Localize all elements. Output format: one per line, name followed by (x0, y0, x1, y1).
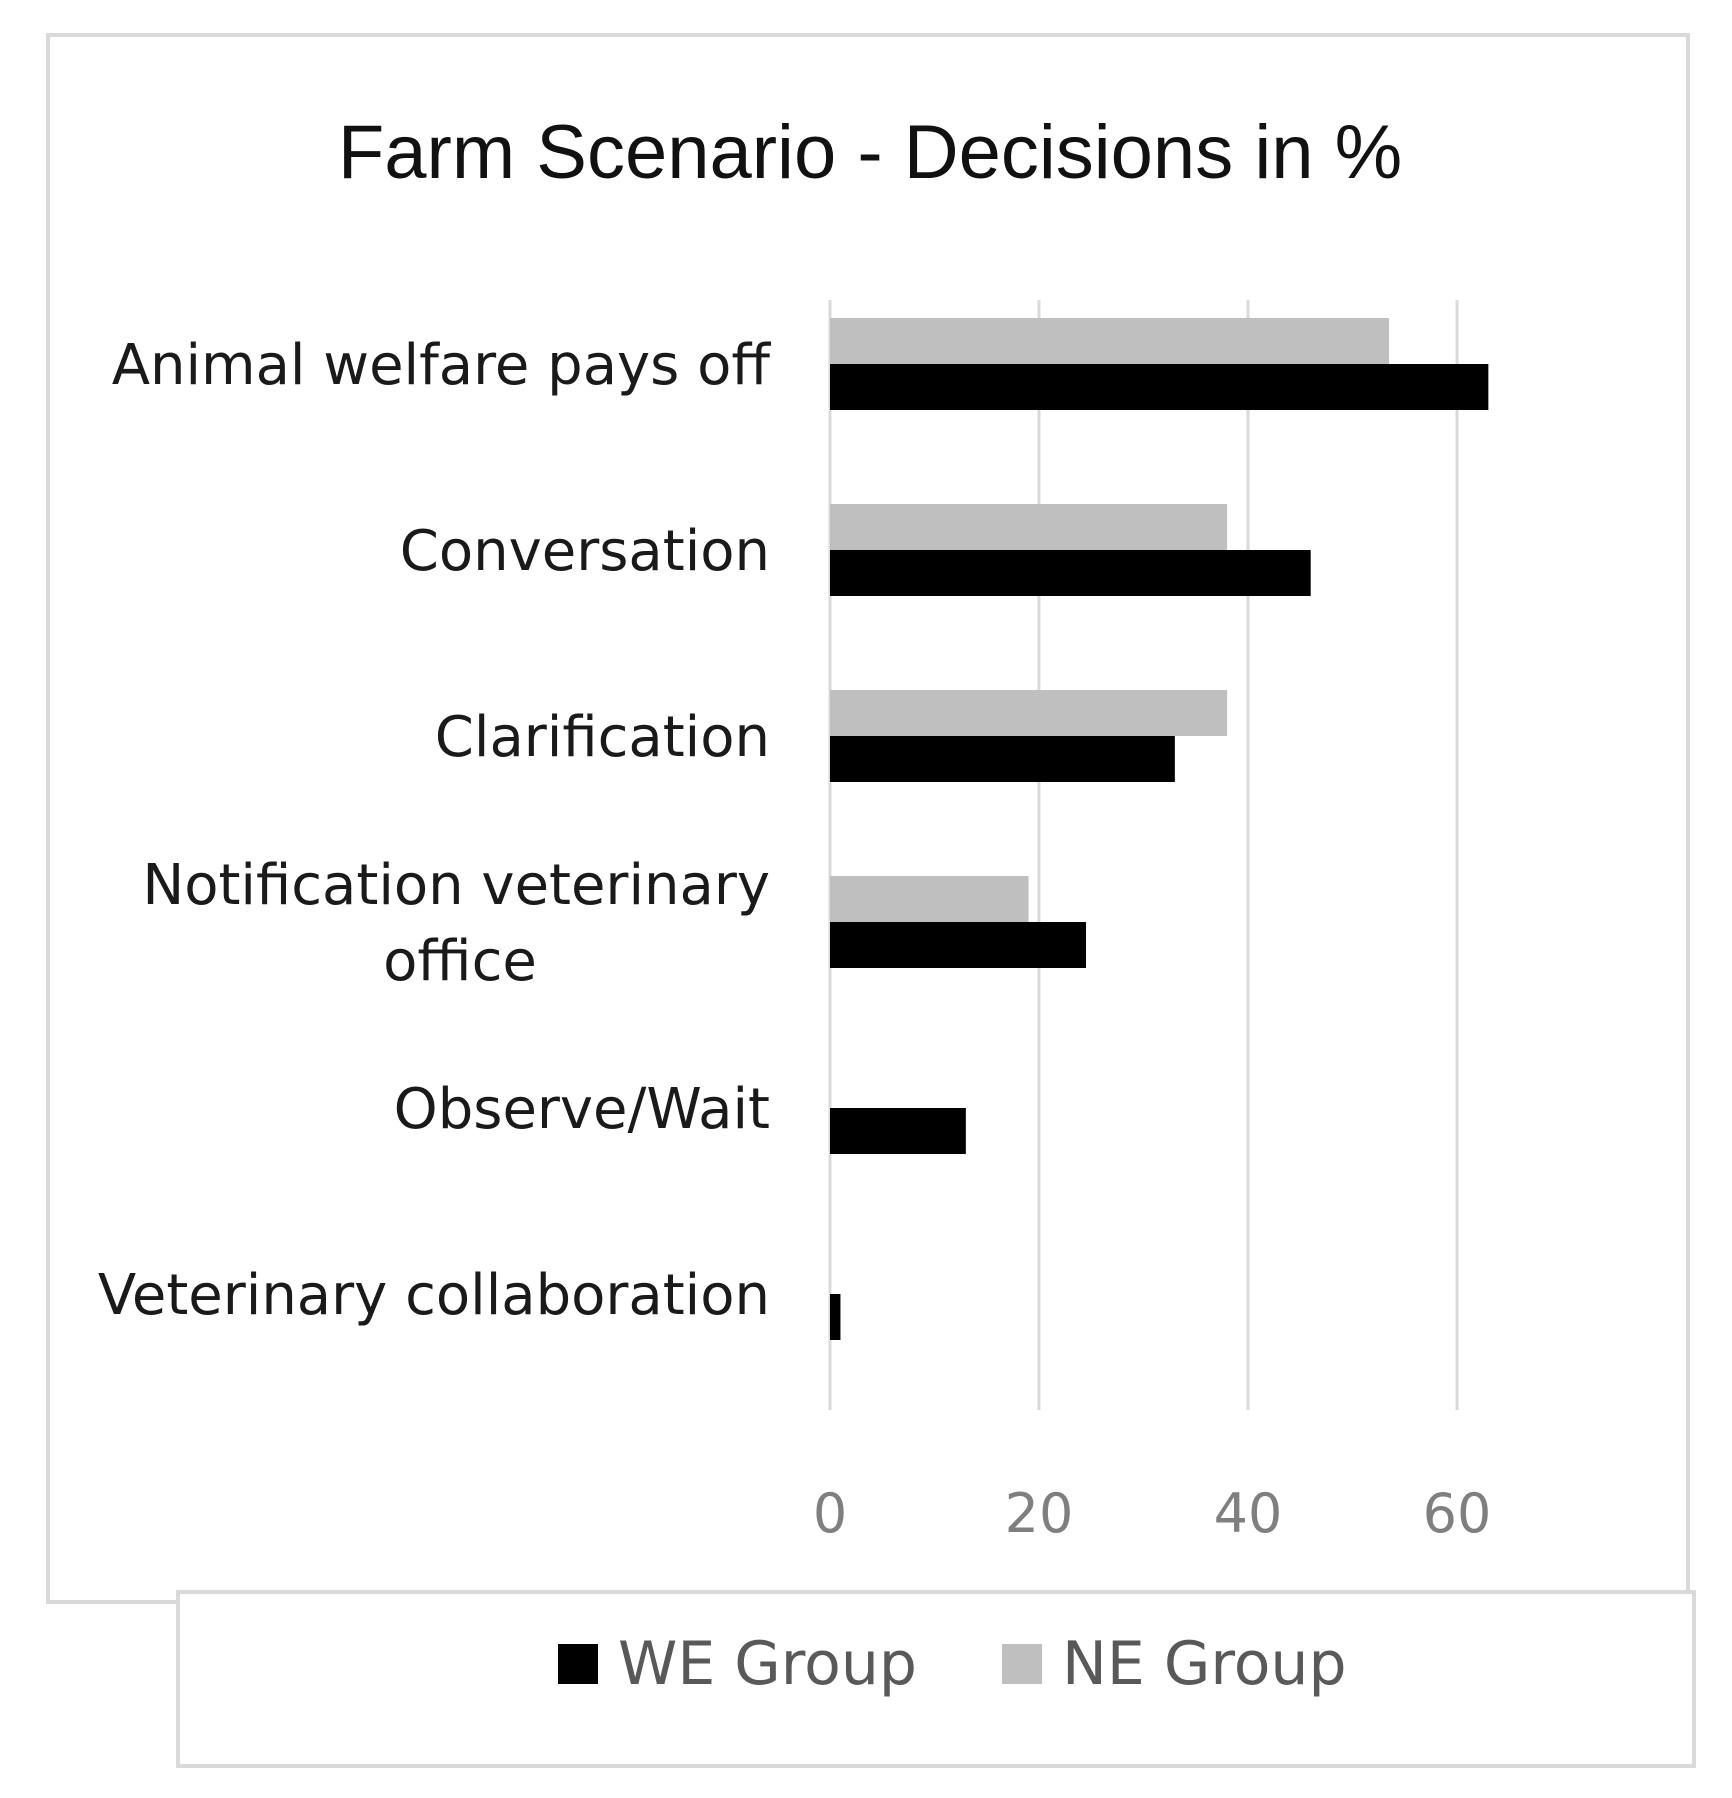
category-label: office (383, 929, 537, 994)
x-tick-label: 20 (1005, 1482, 1074, 1545)
category-label: Veterinary collaboration (98, 1263, 770, 1328)
x-tick-label: 0 (813, 1482, 847, 1545)
category-label: Conversation (400, 519, 770, 584)
bar-we-4 (830, 1108, 966, 1154)
bar-ne-2 (830, 690, 1228, 736)
bar-we-3 (830, 922, 1087, 968)
legend-label-ne: NE Group (1062, 1629, 1347, 1699)
bar-we-5 (830, 1294, 841, 1340)
category-label: Notification veterinary (142, 853, 770, 918)
x-tick-label: 40 (1214, 1482, 1283, 1545)
bar-ne-0 (830, 318, 1390, 364)
bar-we-2 (830, 736, 1175, 782)
category-labels: Animal welfare pays off Conversation Clari… (98, 333, 772, 1328)
x-tick-label: 60 (1423, 1482, 1492, 1545)
legend-swatch-we (558, 1644, 598, 1684)
bar-we-1 (830, 550, 1311, 596)
chart-area (46, 33, 1690, 1604)
legend-svg: WE Group NE Group (558, 1629, 1347, 1699)
bar-we-0 (830, 364, 1489, 410)
bars (830, 318, 1489, 1340)
chart-title: Farm Scenario - Decisions in % (338, 110, 1402, 195)
bar-ne-1 (830, 504, 1228, 550)
category-label: Animal welfare pays off (112, 333, 772, 398)
gridlines (828, 300, 1459, 1410)
legend-swatch-ne (1002, 1644, 1042, 1684)
category-label: Clarification (435, 705, 770, 770)
bar-ne-3 (830, 876, 1029, 922)
x-axis-tick-labels: 0 20 40 60 (813, 1482, 1492, 1545)
category-label: Observe/Wait (394, 1077, 770, 1142)
legend-label-we: WE Group (618, 1629, 917, 1699)
legend: WE Group NE Group (176, 1590, 1696, 1768)
